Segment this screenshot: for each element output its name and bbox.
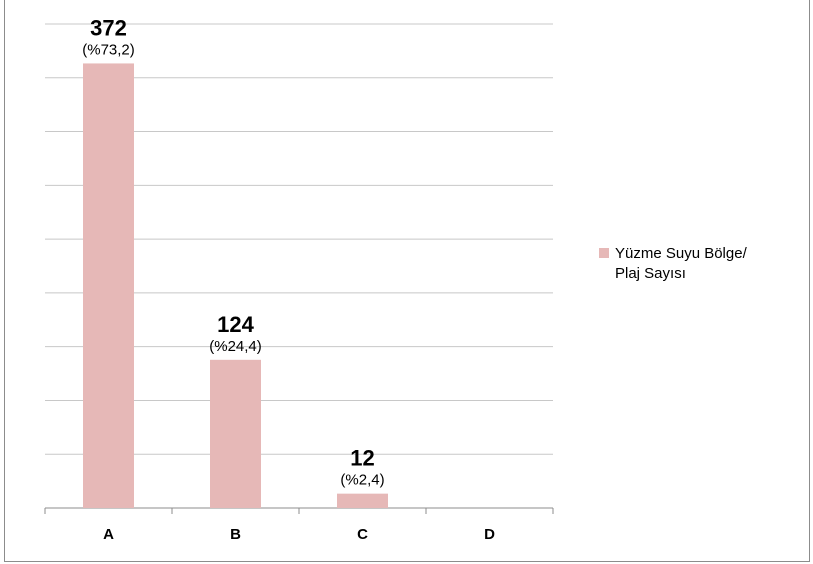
bar-c bbox=[337, 493, 388, 508]
legend-label: Yüzme Suyu Bölge/ Plaj Sayısı bbox=[615, 244, 805, 284]
legend: Yüzme Suyu Bölge/ Plaj Sayısı bbox=[599, 244, 805, 284]
legend-swatch bbox=[599, 248, 609, 258]
legend-label-line2: Plaj Sayısı bbox=[615, 265, 686, 282]
data-label-value-b: 124 bbox=[217, 312, 254, 337]
bar-b bbox=[210, 359, 261, 508]
data-label-value-a: 372 bbox=[90, 15, 127, 40]
legend-label-line1: Yüzme Suyu Bölge/ bbox=[615, 245, 747, 262]
data-label-percent-a: (%73,2) bbox=[82, 41, 135, 58]
x-tick-label-b: B bbox=[230, 526, 241, 543]
x-tick-label-c: C bbox=[357, 526, 368, 543]
chart-frame bbox=[4, 0, 810, 562]
data-label-percent-b: (%24,4) bbox=[209, 338, 262, 355]
bar-a bbox=[83, 63, 134, 508]
data-label-value-c: 12 bbox=[350, 446, 374, 471]
x-tick-label-d: D bbox=[484, 526, 495, 543]
data-label-percent-c: (%2,4) bbox=[340, 472, 384, 489]
x-tick-label-a: A bbox=[103, 526, 114, 543]
